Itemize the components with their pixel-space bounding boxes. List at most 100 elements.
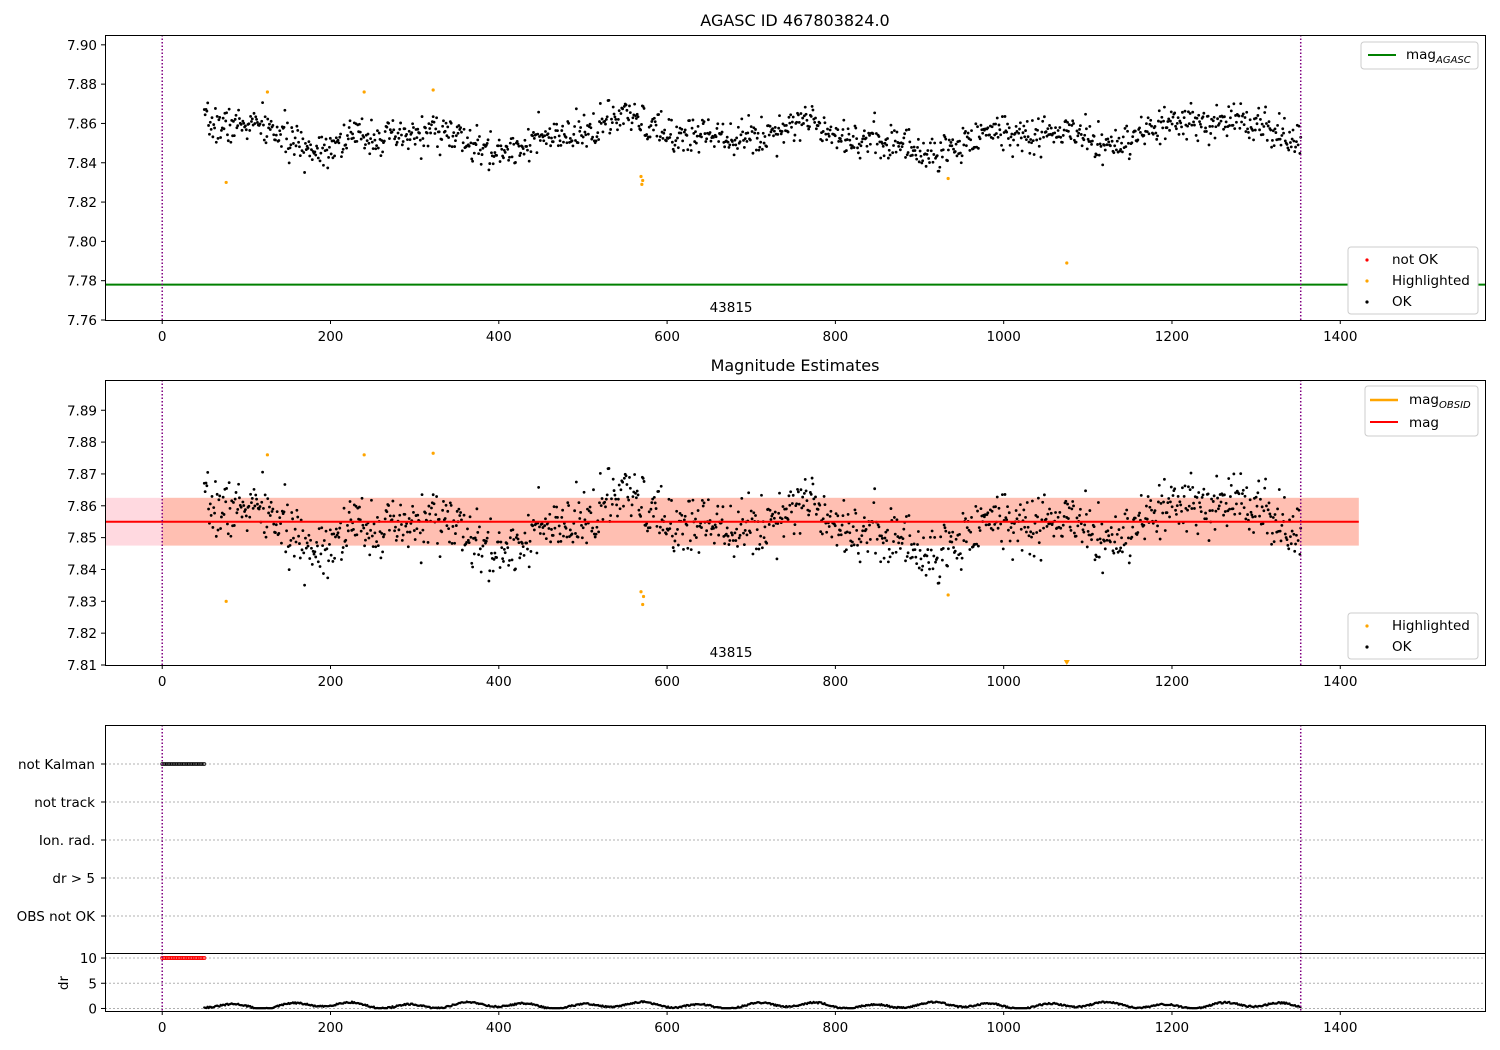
ok-point — [1123, 512, 1127, 516]
ok-point — [994, 132, 998, 135]
ok-point — [881, 541, 885, 545]
ok-point — [1296, 143, 1300, 147]
ok-point — [787, 494, 791, 498]
ok-point — [598, 102, 602, 105]
ok-point — [235, 126, 239, 130]
ok-point — [626, 495, 630, 499]
ok-point — [1157, 500, 1160, 504]
ok-point — [412, 137, 416, 141]
ok-point — [1175, 127, 1178, 131]
ok-point — [1177, 133, 1181, 136]
ok-point — [544, 537, 548, 541]
ok-point — [1061, 523, 1065, 527]
ok-point — [604, 497, 608, 501]
ok-point — [522, 553, 526, 557]
ok-point — [538, 532, 542, 535]
ok-point — [477, 553, 481, 557]
ok-point — [929, 548, 933, 552]
ok-point — [428, 512, 432, 516]
ok-point — [1195, 116, 1199, 120]
ok-point — [802, 491, 806, 495]
ok-point — [1052, 534, 1056, 538]
ok-point — [327, 156, 330, 159]
ok-point — [432, 120, 436, 124]
ok-point — [442, 119, 445, 123]
ok-point — [1090, 538, 1093, 542]
ok-point — [262, 506, 265, 510]
ok-point — [416, 127, 420, 131]
ok-point — [617, 109, 621, 113]
ok-point — [1192, 501, 1195, 505]
ok-point — [600, 497, 604, 500]
ok-point — [495, 153, 499, 157]
ok-point — [760, 546, 764, 550]
ok-point — [338, 526, 342, 530]
ok-point — [312, 552, 316, 556]
ok-point — [508, 155, 511, 159]
ok-point — [928, 161, 931, 164]
ok-point — [616, 128, 619, 132]
ok-point — [826, 132, 830, 136]
ok-point — [352, 528, 355, 531]
ok-point — [930, 529, 934, 533]
ok-point — [1257, 106, 1261, 110]
ok-point — [250, 120, 253, 123]
ok-point — [220, 515, 223, 519]
ok-point — [1262, 509, 1266, 513]
ok-point — [1146, 495, 1150, 498]
ok-point — [958, 532, 961, 536]
ok-point — [382, 535, 385, 539]
ok-point — [773, 510, 777, 514]
ok-point — [847, 132, 851, 136]
mag-obsid-legend-label: mag — [1409, 392, 1439, 408]
ok-point — [728, 143, 732, 147]
ok-point — [600, 117, 604, 121]
ok-point — [1026, 135, 1030, 139]
ok-point — [1069, 529, 1073, 532]
ok-point — [503, 150, 507, 154]
ok-point — [918, 548, 922, 552]
ok-point — [347, 126, 351, 129]
ok-point — [1160, 494, 1164, 498]
ok-point — [938, 575, 942, 579]
ok-point — [496, 540, 500, 544]
ok-point — [431, 115, 435, 119]
ok-point — [915, 562, 919, 566]
flag-row-label: OBS not OK — [17, 909, 97, 925]
ok-point — [1253, 128, 1257, 132]
ok-point — [856, 551, 860, 555]
ok-point — [728, 539, 732, 542]
ok-point — [531, 134, 535, 138]
ok-point — [451, 134, 455, 138]
highlighted-point — [265, 453, 270, 457]
ok-point — [1153, 125, 1157, 128]
ok-point — [307, 533, 311, 537]
ok-point — [249, 492, 252, 496]
ok-point — [712, 135, 715, 139]
ok-point — [549, 144, 553, 148]
ok-point — [346, 523, 349, 527]
ok-point — [991, 137, 995, 140]
ok-point — [510, 155, 514, 159]
ok-point — [1064, 119, 1068, 123]
ok-point — [1176, 116, 1180, 120]
ok-point — [865, 541, 869, 545]
ok-point — [541, 526, 545, 529]
ok-point — [717, 140, 721, 143]
ok-point — [1292, 139, 1296, 143]
ok-point — [872, 501, 876, 505]
ok-point — [325, 148, 329, 152]
ok-point — [772, 129, 776, 133]
p4-ytick-label: 0 — [88, 1001, 97, 1017]
ok-point — [467, 144, 471, 148]
p4-ytick-label: 10 — [80, 951, 97, 967]
ok-point — [1002, 131, 1006, 134]
ok-point — [226, 139, 230, 143]
ok-point — [240, 128, 244, 132]
ok-point — [1157, 119, 1160, 123]
ok-point — [927, 157, 931, 160]
ok-point — [621, 107, 625, 111]
ok-point — [1033, 132, 1037, 136]
ok-point — [997, 123, 1001, 127]
ok-point — [648, 135, 652, 139]
